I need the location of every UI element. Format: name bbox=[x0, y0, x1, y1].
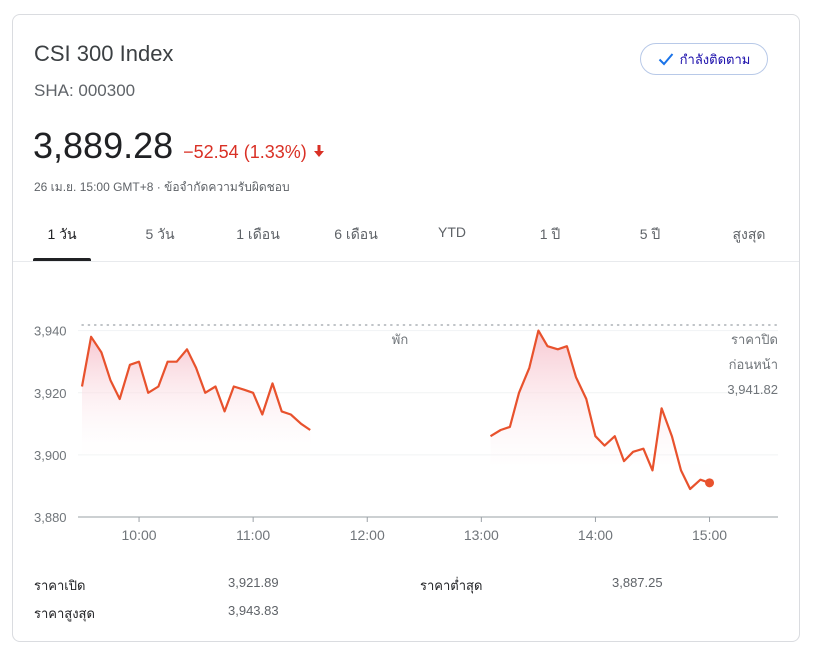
break-label: พัก bbox=[392, 332, 408, 347]
low-value: 3,887.25 bbox=[612, 575, 663, 590]
tab-1-month[interactable]: 1 เดือน bbox=[236, 226, 280, 242]
y-tick-label: 3,900 bbox=[34, 448, 67, 463]
previous-close-label: 3,941.82 bbox=[727, 382, 778, 397]
quote-timestamp: 26 เม.ย. 15:00 GMT+8 · bbox=[34, 180, 165, 194]
follow-label: กำลังติดตาม bbox=[679, 51, 751, 67]
follow-button[interactable]: กำลังติดตาม bbox=[640, 43, 768, 75]
x-tick-label: 12:00 bbox=[350, 527, 385, 543]
high-value: 3,943.83 bbox=[228, 603, 279, 618]
tab-1-year[interactable]: 1 ปี bbox=[539, 226, 561, 242]
active-tab-indicator bbox=[33, 258, 91, 261]
arrow-down-icon bbox=[313, 145, 324, 157]
price-row: 3,889.28 −52.54 (1.33%) bbox=[33, 125, 325, 167]
price-change: −52.54 (1.33%) bbox=[183, 142, 307, 162]
area-fill-afternoon bbox=[490, 330, 710, 489]
stock-card bbox=[12, 14, 800, 642]
tab-max[interactable]: สูงสุด bbox=[732, 226, 766, 242]
tab-ytd[interactable]: YTD bbox=[438, 224, 466, 240]
range-tabs: 1 วัน 5 วัน 1 เดือน 6 เดือน YTD 1 ปี 5 ป… bbox=[13, 212, 799, 262]
previous-close-label: ก่อนหน้า bbox=[729, 357, 778, 372]
price-line-afternoon bbox=[489, 329, 710, 491]
index-title: CSI 300 Index bbox=[34, 41, 174, 66]
check-icon bbox=[658, 53, 673, 66]
last-price-dot bbox=[705, 478, 715, 488]
low-label: ราคาต่ำสุด bbox=[420, 578, 483, 593]
x-tick-label: 11:00 bbox=[236, 527, 270, 543]
tab-1-day[interactable]: 1 วัน bbox=[47, 226, 77, 242]
high-label: ราคาสูงสุด bbox=[34, 606, 95, 621]
open-value: 3,921.89 bbox=[228, 575, 279, 590]
x-tick-label: 14:00 bbox=[578, 527, 613, 543]
stats-table: ราคาเปิด 3,921.89 ราคาสูงสุด 3,943.83 รา… bbox=[0, 565, 816, 625]
disclaimer-link[interactable]: ข้อจำกัดความรับผิดชอบ bbox=[164, 180, 290, 194]
ticker-symbol: SHA: 000300 bbox=[34, 81, 136, 100]
price-chart: 3,880 3,900 3,920 3,940 10:00 11:00 12:00 13:00… bbox=[34, 324, 779, 543]
x-tick-label: 15:00 bbox=[692, 527, 727, 543]
previous-close-label: ราคาปิด bbox=[731, 332, 778, 347]
current-price: 3,889.28 bbox=[33, 125, 174, 166]
quote-meta: 26 เม.ย. 15:00 GMT+8 · ข้อจำกัดความรับผิ… bbox=[34, 178, 290, 197]
tab-6-months[interactable]: 6 เดือน bbox=[334, 226, 378, 242]
x-tick-label: 10:00 bbox=[122, 527, 157, 543]
area-fill-morning bbox=[82, 336, 311, 465]
price-line-morning bbox=[80, 335, 311, 431]
x-tick-label: 13:00 bbox=[464, 527, 499, 543]
open-label: ราคาเปิด bbox=[34, 578, 86, 593]
tab-5-years[interactable]: 5 ปี bbox=[639, 226, 661, 242]
tab-5-days[interactable]: 5 วัน bbox=[145, 226, 175, 242]
y-tick-label: 3,880 bbox=[34, 510, 67, 525]
y-tick-label: 3,920 bbox=[34, 386, 67, 401]
y-tick-label: 3,940 bbox=[34, 324, 67, 339]
